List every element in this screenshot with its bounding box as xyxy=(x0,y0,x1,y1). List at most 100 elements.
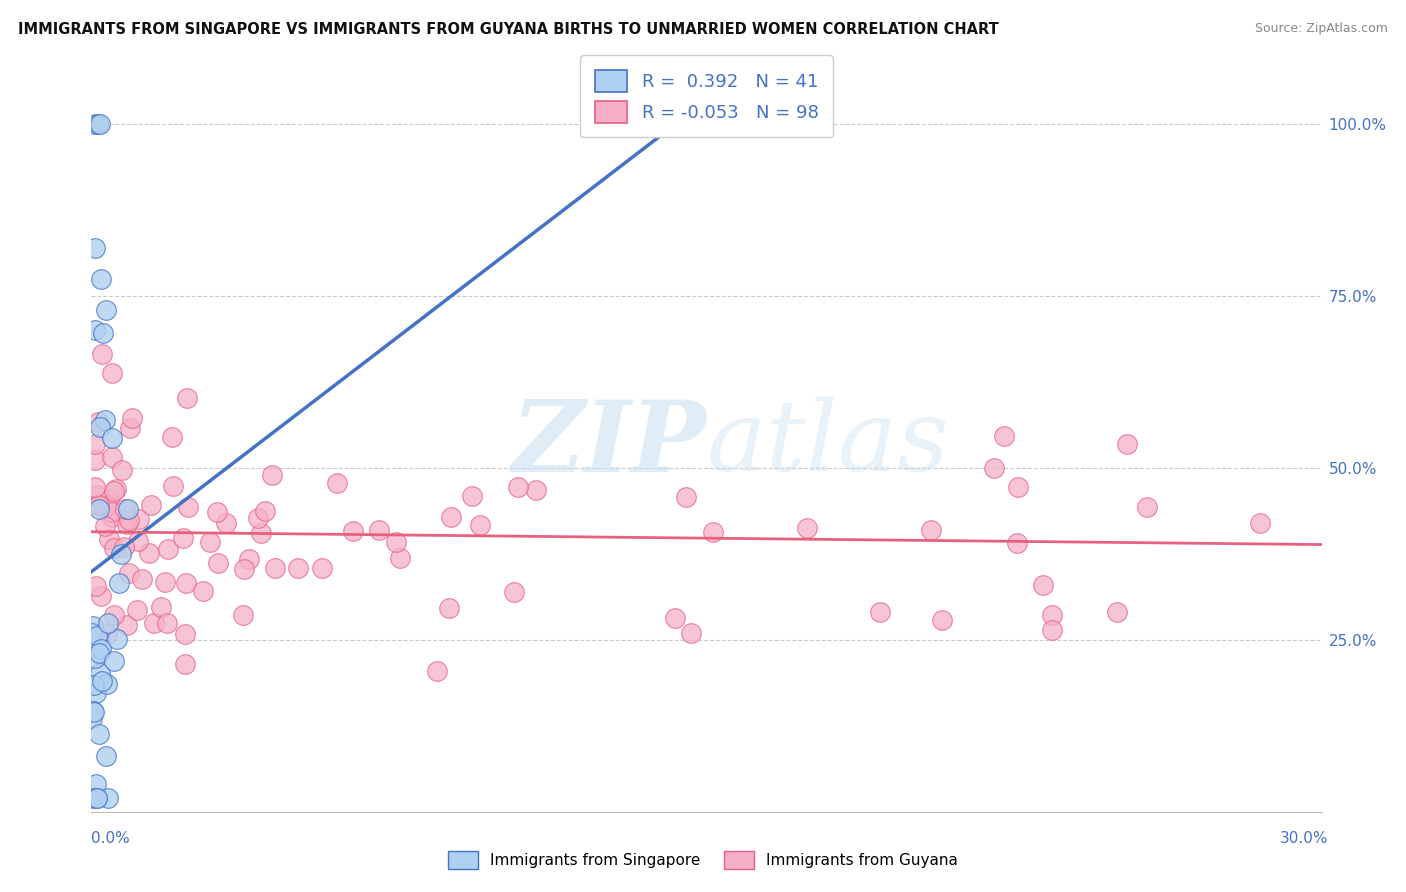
Point xyxy=(1105,605,1128,619)
Point xyxy=(155,574,177,589)
Point xyxy=(311,561,333,575)
Point xyxy=(262,468,284,483)
Point xyxy=(82,619,104,633)
Text: 30.0%: 30.0% xyxy=(1281,831,1329,846)
Text: 0.0%: 0.0% xyxy=(91,831,131,846)
Point xyxy=(125,602,148,616)
Point xyxy=(86,629,108,643)
Point xyxy=(101,510,124,524)
Point xyxy=(205,505,228,519)
Point xyxy=(173,627,195,641)
Point xyxy=(503,585,526,599)
Point xyxy=(1007,480,1029,494)
Point xyxy=(207,557,229,571)
Point xyxy=(174,576,197,591)
Point xyxy=(470,518,492,533)
Point xyxy=(1032,578,1054,592)
Point xyxy=(118,421,141,435)
Point xyxy=(103,655,125,669)
Point xyxy=(679,626,702,640)
Legend: R =  0.392   N = 41, R = -0.053   N = 98: R = 0.392 N = 41, R = -0.053 N = 98 xyxy=(581,55,832,137)
Point xyxy=(524,483,547,498)
Point xyxy=(100,505,122,519)
Point xyxy=(796,521,818,535)
Point xyxy=(326,475,349,490)
Point xyxy=(174,657,197,671)
Point xyxy=(94,302,117,317)
Point xyxy=(249,525,271,540)
Point xyxy=(110,547,132,561)
Point xyxy=(114,501,136,516)
Point xyxy=(117,514,139,528)
Point xyxy=(253,503,276,517)
Point xyxy=(90,590,112,604)
Point xyxy=(86,415,108,429)
Point xyxy=(84,453,107,467)
Point xyxy=(506,479,529,493)
Point xyxy=(93,519,115,533)
Point xyxy=(86,117,108,131)
Point xyxy=(89,646,111,660)
Point xyxy=(86,791,108,805)
Point xyxy=(138,545,160,559)
Point xyxy=(233,562,256,576)
Point xyxy=(117,502,139,516)
Point xyxy=(191,583,214,598)
Point xyxy=(84,323,107,337)
Point xyxy=(91,673,114,688)
Point xyxy=(89,501,111,516)
Point xyxy=(177,500,200,514)
Point xyxy=(131,572,153,586)
Point xyxy=(150,599,173,614)
Point xyxy=(426,664,449,678)
Point xyxy=(388,551,411,566)
Point xyxy=(84,579,107,593)
Point xyxy=(238,552,260,566)
Point xyxy=(1007,536,1029,550)
Point xyxy=(97,532,120,546)
Point xyxy=(94,413,117,427)
Point xyxy=(86,791,108,805)
Point xyxy=(87,727,110,741)
Point xyxy=(83,705,105,719)
Point xyxy=(287,561,309,575)
Point xyxy=(115,618,138,632)
Point xyxy=(160,430,183,444)
Point xyxy=(263,561,285,575)
Point xyxy=(84,777,107,791)
Point xyxy=(105,632,128,646)
Point xyxy=(1040,608,1063,623)
Point xyxy=(142,616,165,631)
Point xyxy=(246,511,269,525)
Point xyxy=(101,450,124,465)
Point xyxy=(439,510,461,524)
Point xyxy=(1116,436,1139,450)
Point xyxy=(920,523,942,537)
Point xyxy=(1136,500,1159,514)
Point xyxy=(84,480,107,494)
Point xyxy=(82,626,104,640)
Point xyxy=(128,512,150,526)
Point xyxy=(993,428,1015,442)
Point xyxy=(89,641,111,656)
Point xyxy=(96,627,118,641)
Point xyxy=(83,117,105,131)
Point xyxy=(385,535,408,549)
Point xyxy=(215,516,238,530)
Point xyxy=(1249,516,1271,530)
Point xyxy=(84,686,107,700)
Point xyxy=(460,489,482,503)
Point xyxy=(90,272,112,286)
Text: ZIP: ZIP xyxy=(512,395,706,492)
Point xyxy=(89,419,111,434)
Point xyxy=(1040,623,1063,637)
Point xyxy=(97,492,120,507)
Point xyxy=(439,601,461,615)
Point xyxy=(112,540,135,554)
Point xyxy=(983,460,1005,475)
Text: atlas: atlas xyxy=(706,396,949,491)
Point xyxy=(198,534,221,549)
Point xyxy=(90,347,112,361)
Point xyxy=(162,479,184,493)
Point xyxy=(96,749,118,764)
